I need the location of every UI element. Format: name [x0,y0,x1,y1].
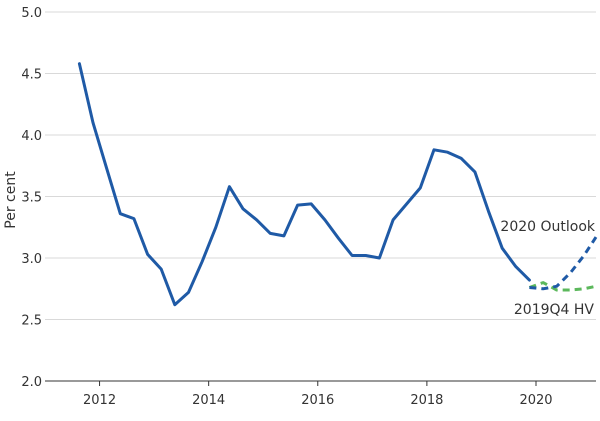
y-tick-label: 3.5 [21,191,42,206]
y-axis-ticks: 2.0 2.5 3.0 3.5 4.0 4.5 5.0 [21,6,42,390]
x-tick-label: 2018 [410,393,443,408]
y-tick-label: 4.0 [21,129,42,144]
series-line-2020-outlook [529,236,598,291]
x-tick-label: 2014 [192,393,225,408]
x-axis-ticks: 2012 2014 2016 2018 2020 [83,381,553,408]
y-axis-label: Per cent [3,171,19,229]
y-tick-label: 2.5 [21,314,42,329]
y-tick-label: 2.0 [21,375,42,390]
y-tick-label: 5.0 [21,6,42,21]
series-group [77,62,598,307]
x-tick-label: 2020 [519,393,552,408]
annotation-2019q4-hv: 2019Q4 HV [514,302,595,318]
y-tick-label: 4.5 [21,68,42,83]
annotation-2020-outlook: 2020 Outlook [500,219,595,235]
series-line-2019q4-hv [528,281,597,292]
x-tick-label: 2012 [83,393,116,408]
series-line-history [77,62,531,307]
gridlines [45,11,596,320]
y-tick-label: 3.0 [21,252,42,267]
x-tick-label: 2016 [301,393,334,408]
